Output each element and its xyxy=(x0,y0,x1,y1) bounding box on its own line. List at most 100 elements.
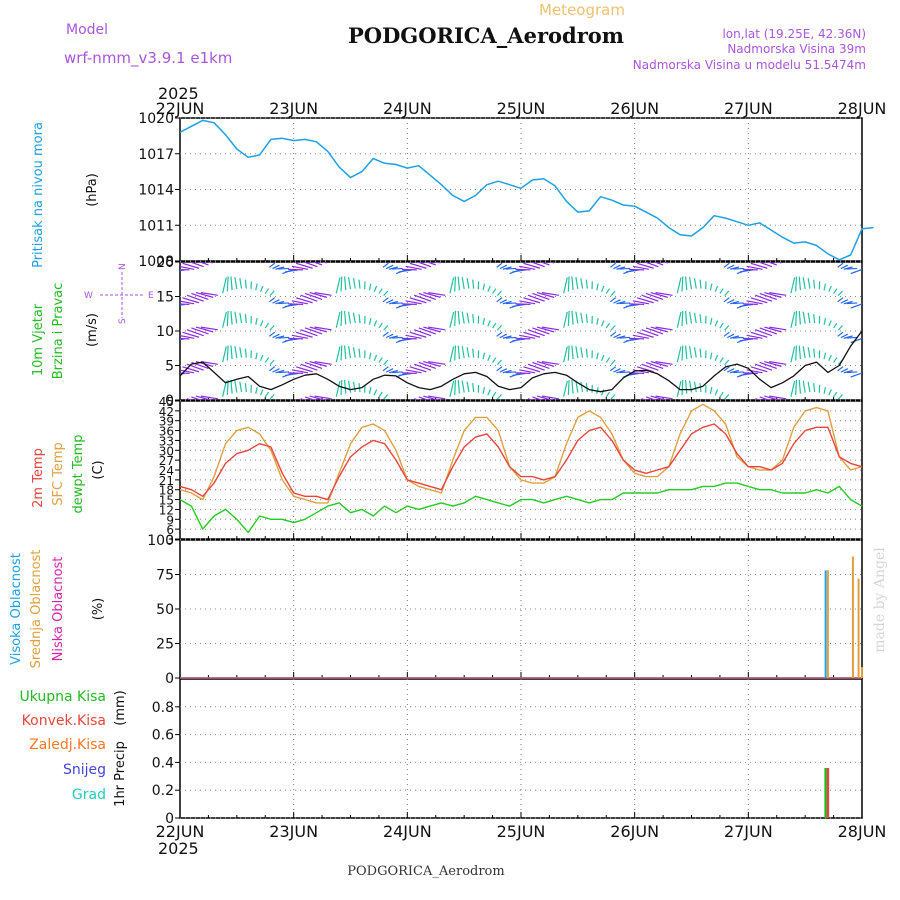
wind-arrow xyxy=(575,346,579,359)
y-tick-label: 45 xyxy=(159,395,174,409)
legend-grad: Grad xyxy=(72,787,106,803)
wind-arrow xyxy=(596,283,599,291)
wind-arrow xyxy=(255,352,258,360)
wind-arrow xyxy=(295,262,313,269)
y-tick-label: 12 xyxy=(159,503,174,517)
wind-arrow xyxy=(724,325,730,331)
precip-ylabel: 1hr Precip xyxy=(113,741,128,807)
wind-arrow xyxy=(373,285,378,292)
wind-arrow xyxy=(180,338,185,341)
wind-ylabel-2: Brzina i Pravac xyxy=(51,283,66,380)
wind-arrow xyxy=(358,279,361,289)
wind-arrow xyxy=(808,244,810,254)
wind-arrow xyxy=(776,262,782,264)
wind-arrow xyxy=(742,372,758,375)
wind-arrow xyxy=(846,302,858,305)
wind-arrow xyxy=(499,264,508,270)
wind-arrow xyxy=(497,401,502,405)
wind-arrow xyxy=(239,347,243,358)
wind-arrow xyxy=(466,381,470,393)
wind-arrow xyxy=(385,368,394,373)
wind-arrow xyxy=(428,292,446,296)
wind-arrow xyxy=(536,291,555,298)
wind-arrow xyxy=(423,291,441,298)
wind-arrow xyxy=(461,380,465,393)
model-elevation-label: Nadmorska Visina u modelu 51.5474m xyxy=(633,58,866,72)
wind-arrow xyxy=(496,394,502,400)
wind-arrow xyxy=(264,357,270,363)
wind-arrow xyxy=(180,303,190,306)
y-tick-label: 0 xyxy=(165,393,174,409)
wind-arrow xyxy=(272,333,280,339)
wind-arrow xyxy=(505,302,517,305)
wind-arrow xyxy=(641,363,659,371)
wind-arrow xyxy=(230,276,233,291)
wind-arrow xyxy=(414,294,432,302)
wind-arrow-layer xyxy=(180,242,862,407)
wind-arrow xyxy=(414,398,420,400)
wind-arrow xyxy=(284,269,299,273)
bottom-day-labels: 22JUN 23JUN 24JUN 25JUN 26JUN 27JUN 28JUN xyxy=(156,822,887,841)
wind-arrow xyxy=(314,326,332,331)
model-name: wrf-nmm_v3.9.1 e1km xyxy=(64,49,232,68)
wind-arrow xyxy=(813,314,816,324)
cloud-ylabel-1: Visoka Oblacnost xyxy=(9,553,24,665)
wind-arrow xyxy=(813,383,816,393)
temp-ylabel-1: 2m Temp xyxy=(31,448,46,508)
wind-arrow xyxy=(730,369,740,374)
precip-legend: Ukupna Kisa Konvek.Kisa Zaledj.Kisa Snij… xyxy=(19,689,106,803)
wind-arrow xyxy=(378,357,383,363)
wind-arrow xyxy=(585,279,588,289)
wind-arrow xyxy=(180,266,195,270)
wind-arrow xyxy=(499,333,508,339)
wind-speed-line xyxy=(179,330,863,393)
wind-arrow xyxy=(519,404,535,407)
day-label-top: 26JUN xyxy=(610,99,659,118)
wind-arrow xyxy=(515,337,531,340)
wind-arrow xyxy=(567,310,570,327)
wind-arrow xyxy=(596,386,599,394)
wind-arrow xyxy=(529,262,545,268)
wind-arrow xyxy=(255,386,258,394)
wind-arrow xyxy=(226,276,229,292)
wind-arrow xyxy=(567,379,570,396)
wind-arrow xyxy=(662,262,668,264)
wind-arrow xyxy=(458,242,459,256)
wind-arrow xyxy=(256,249,257,256)
wind-arrow xyxy=(382,331,389,337)
wind-arrow xyxy=(563,311,568,328)
wind-arrow xyxy=(846,267,858,270)
wind-arrow xyxy=(195,395,213,400)
wind-arrow xyxy=(405,300,422,305)
wind-arrow xyxy=(292,404,308,407)
wind-arrow xyxy=(750,366,768,373)
wind-arrow xyxy=(602,252,604,258)
day-label-top: 24JUN xyxy=(383,99,432,118)
y-tick-label: 33 xyxy=(159,434,174,448)
wind-arrow xyxy=(714,389,719,396)
wind-arrow xyxy=(613,333,621,339)
wind-arrow xyxy=(637,401,653,406)
wind-arrow xyxy=(321,262,327,264)
compass-w: W xyxy=(84,291,93,301)
wind-arrow xyxy=(182,262,200,269)
wind-arrow xyxy=(425,262,436,266)
wind-arrow xyxy=(613,264,621,270)
wind-arrow xyxy=(222,346,227,363)
station-title: PODGORICA_Aerodrom xyxy=(348,23,624,48)
wind-arrow xyxy=(234,346,238,359)
wind-arrow xyxy=(790,311,796,328)
wind-arrow xyxy=(769,326,787,331)
wind-arrow xyxy=(309,291,327,298)
wind-arrow xyxy=(284,372,299,377)
wind-arrow xyxy=(580,312,584,324)
wind-arrow xyxy=(500,403,507,406)
wind-arrow xyxy=(186,294,204,302)
wind-arrow xyxy=(244,279,247,289)
wind-arrow xyxy=(764,395,781,400)
wind-arrow xyxy=(733,267,744,270)
wind-arrow xyxy=(392,406,402,407)
wind-arrow xyxy=(833,357,838,363)
wind-arrow xyxy=(347,277,352,290)
wind-arrow xyxy=(650,291,668,298)
